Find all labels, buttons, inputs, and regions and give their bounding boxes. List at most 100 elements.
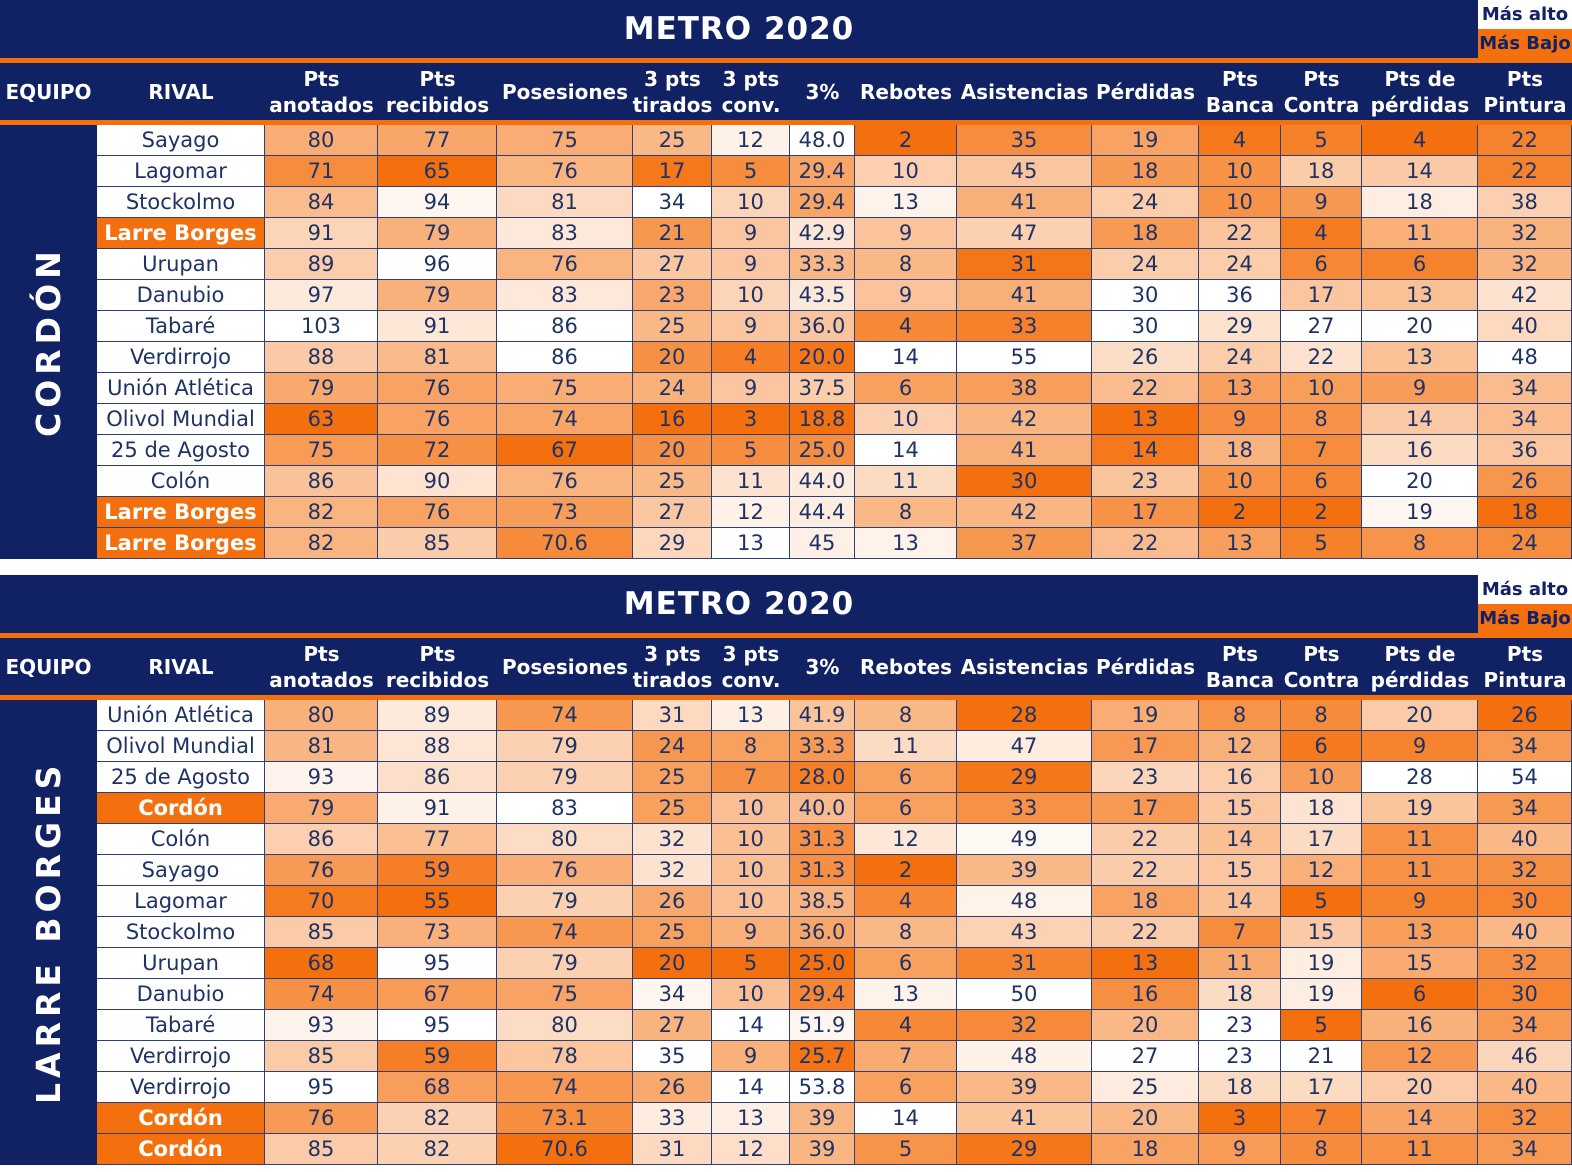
rival-cell[interactable]: Stockolmo bbox=[97, 917, 265, 948]
value-cell[interactable]: 18 bbox=[1092, 1134, 1199, 1165]
value-cell[interactable]: 16 bbox=[1199, 762, 1281, 793]
value-cell[interactable]: 65 bbox=[378, 156, 497, 187]
value-cell[interactable]: 75 bbox=[497, 979, 633, 1010]
value-cell[interactable]: 2 bbox=[855, 125, 957, 156]
value-cell[interactable]: 72 bbox=[378, 435, 497, 466]
value-cell[interactable]: 33.3 bbox=[790, 731, 855, 762]
value-cell[interactable]: 68 bbox=[265, 948, 378, 979]
value-cell[interactable]: 94 bbox=[378, 187, 497, 218]
value-cell[interactable]: 20 bbox=[1362, 700, 1478, 731]
value-cell[interactable]: 13 bbox=[1199, 373, 1281, 404]
value-cell[interactable]: 13 bbox=[1362, 917, 1478, 948]
value-cell[interactable]: 40 bbox=[1478, 311, 1572, 342]
value-cell[interactable]: 9 bbox=[1199, 1134, 1281, 1165]
value-cell[interactable]: 95 bbox=[378, 1010, 497, 1041]
rival-cell[interactable]: Colón bbox=[97, 824, 265, 855]
value-cell[interactable]: 10 bbox=[1199, 466, 1281, 497]
value-cell[interactable]: 88 bbox=[265, 342, 378, 373]
value-cell[interactable]: 33 bbox=[633, 1103, 712, 1134]
value-cell[interactable]: 47 bbox=[957, 218, 1092, 249]
value-cell[interactable]: 79 bbox=[378, 218, 497, 249]
rival-cell[interactable]: Unión Atlética bbox=[97, 373, 265, 404]
value-cell[interactable]: 28 bbox=[957, 700, 1092, 731]
rival-cell[interactable]: Verdirrojo bbox=[97, 1072, 265, 1103]
value-cell[interactable]: 8 bbox=[855, 917, 957, 948]
value-cell[interactable]: 38.5 bbox=[790, 886, 855, 917]
value-cell[interactable]: 9 bbox=[1362, 731, 1478, 762]
value-cell[interactable]: 76 bbox=[378, 497, 497, 528]
value-cell[interactable]: 103 bbox=[265, 311, 378, 342]
value-cell[interactable]: 12 bbox=[1362, 1041, 1478, 1072]
value-cell[interactable]: 75 bbox=[265, 435, 378, 466]
value-cell[interactable]: 36.0 bbox=[790, 917, 855, 948]
rival-cell[interactable]: Verdirrojo bbox=[97, 342, 265, 373]
value-cell[interactable]: 23 bbox=[1199, 1041, 1281, 1072]
value-cell[interactable]: 4 bbox=[1362, 125, 1478, 156]
value-cell[interactable]: 34 bbox=[633, 979, 712, 1010]
value-cell[interactable]: 35 bbox=[957, 125, 1092, 156]
value-cell[interactable]: 80 bbox=[497, 1010, 633, 1041]
value-cell[interactable]: 82 bbox=[265, 528, 378, 559]
value-cell[interactable]: 12 bbox=[712, 125, 790, 156]
value-cell[interactable]: 75 bbox=[497, 125, 633, 156]
value-cell[interactable]: 22 bbox=[1092, 917, 1199, 948]
value-cell[interactable]: 27 bbox=[633, 1010, 712, 1041]
value-cell[interactable]: 79 bbox=[378, 280, 497, 311]
value-cell[interactable]: 32 bbox=[633, 824, 712, 855]
value-cell[interactable]: 24 bbox=[1199, 342, 1281, 373]
value-cell[interactable]: 12 bbox=[855, 824, 957, 855]
value-cell[interactable]: 45 bbox=[957, 156, 1092, 187]
value-cell[interactable]: 80 bbox=[497, 824, 633, 855]
value-cell[interactable]: 27 bbox=[633, 249, 712, 280]
value-cell[interactable]: 74 bbox=[497, 404, 633, 435]
value-cell[interactable]: 79 bbox=[497, 762, 633, 793]
value-cell[interactable]: 18 bbox=[1092, 886, 1199, 917]
value-cell[interactable]: 53.8 bbox=[790, 1072, 855, 1103]
value-cell[interactable]: 43.5 bbox=[790, 280, 855, 311]
value-cell[interactable]: 13 bbox=[855, 187, 957, 218]
value-cell[interactable]: 9 bbox=[712, 249, 790, 280]
value-cell[interactable]: 20 bbox=[1092, 1010, 1199, 1041]
value-cell[interactable]: 17 bbox=[1092, 731, 1199, 762]
value-cell[interactable]: 14 bbox=[1362, 156, 1478, 187]
value-cell[interactable]: 10 bbox=[855, 156, 957, 187]
value-cell[interactable]: 81 bbox=[497, 187, 633, 218]
value-cell[interactable]: 30 bbox=[1092, 280, 1199, 311]
value-cell[interactable]: 31 bbox=[957, 249, 1092, 280]
rival-cell[interactable]: Danubio bbox=[97, 979, 265, 1010]
value-cell[interactable]: 36 bbox=[1478, 435, 1572, 466]
value-cell[interactable]: 71 bbox=[265, 156, 378, 187]
value-cell[interactable]: 10 bbox=[712, 824, 790, 855]
value-cell[interactable]: 95 bbox=[265, 1072, 378, 1103]
rival-cell[interactable]: Larre Borges bbox=[97, 497, 265, 528]
value-cell[interactable]: 81 bbox=[265, 731, 378, 762]
value-cell[interactable]: 13 bbox=[712, 528, 790, 559]
value-cell[interactable]: 25 bbox=[633, 762, 712, 793]
value-cell[interactable]: 9 bbox=[855, 280, 957, 311]
value-cell[interactable]: 59 bbox=[378, 1041, 497, 1072]
value-cell[interactable]: 6 bbox=[1281, 466, 1362, 497]
value-cell[interactable]: 27 bbox=[1092, 1041, 1199, 1072]
value-cell[interactable]: 91 bbox=[378, 793, 497, 824]
value-cell[interactable]: 93 bbox=[265, 1010, 378, 1041]
value-cell[interactable]: 7 bbox=[1281, 435, 1362, 466]
value-cell[interactable]: 4 bbox=[712, 342, 790, 373]
value-cell[interactable]: 79 bbox=[265, 373, 378, 404]
value-cell[interactable]: 85 bbox=[378, 528, 497, 559]
value-cell[interactable]: 18 bbox=[1092, 156, 1199, 187]
value-cell[interactable]: 44.0 bbox=[790, 466, 855, 497]
value-cell[interactable]: 77 bbox=[378, 824, 497, 855]
value-cell[interactable]: 14 bbox=[855, 435, 957, 466]
value-cell[interactable]: 89 bbox=[378, 700, 497, 731]
value-cell[interactable]: 24 bbox=[1092, 249, 1199, 280]
value-cell[interactable]: 70 bbox=[265, 886, 378, 917]
value-cell[interactable]: 32 bbox=[1478, 1103, 1572, 1134]
value-cell[interactable]: 27 bbox=[1281, 311, 1362, 342]
value-cell[interactable]: 76 bbox=[497, 249, 633, 280]
value-cell[interactable]: 84 bbox=[265, 187, 378, 218]
value-cell[interactable]: 26 bbox=[1092, 342, 1199, 373]
rival-cell[interactable]: Cordón bbox=[97, 1134, 265, 1165]
value-cell[interactable]: 11 bbox=[712, 466, 790, 497]
value-cell[interactable]: 20.0 bbox=[790, 342, 855, 373]
value-cell[interactable]: 4 bbox=[1199, 125, 1281, 156]
